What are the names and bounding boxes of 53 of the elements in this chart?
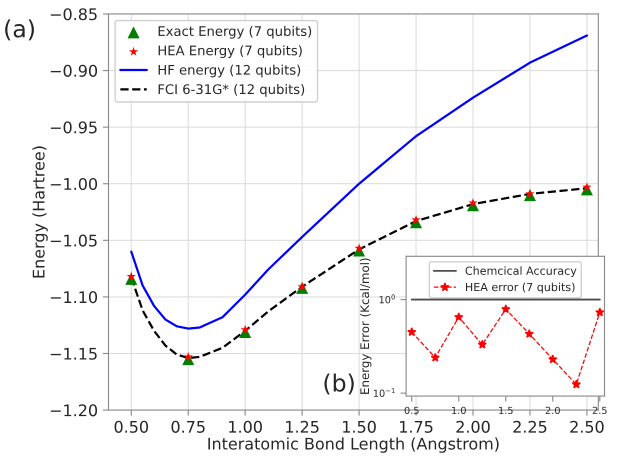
legend-label: Chemcical Accuracy: [466, 266, 576, 278]
point: [411, 215, 421, 224]
x-tick-label: 2.5: [592, 406, 607, 414]
x-tick-label: 2.0: [546, 406, 560, 414]
point: [595, 308, 604, 316]
point: [548, 354, 558, 364]
y-tick-label: −1.00: [50, 178, 98, 190]
legend-label: HF energy (12 qubits): [158, 64, 300, 78]
point: [525, 189, 535, 198]
y-tick-label: −1.05: [50, 234, 97, 247]
point: [582, 182, 592, 192]
text: (a): [5, 19, 34, 40]
x-tick-label: 1.50: [343, 420, 376, 433]
y-axis-title: Energy (Hartree): [32, 146, 48, 278]
x-tick-label: 1.25: [286, 420, 319, 433]
y-tick-label: −1.15: [50, 348, 97, 360]
legend-label: Exact Energy (7 qubits): [158, 26, 312, 39]
x-tick-label: 0.50: [114, 420, 148, 433]
point: [454, 312, 464, 322]
point: [468, 198, 478, 207]
y-tick-label: −1.10: [50, 291, 98, 304]
x-tick-label: 1.5: [499, 406, 513, 414]
x-tick-label: 0.5: [404, 406, 419, 414]
point: [297, 282, 307, 291]
y-axis-title: Energy Error (Kcal/mol): [360, 258, 372, 394]
legend-label: HEA error (7 qubits): [466, 282, 575, 294]
point: [430, 352, 440, 362]
point: [240, 324, 250, 334]
x-tick-label: 0.75: [172, 420, 205, 433]
x-tick-label: 2.50: [570, 420, 604, 433]
y-tick-label: −1.20: [50, 404, 98, 416]
y-tick-label: −0.90: [50, 64, 98, 77]
point: [501, 304, 510, 314]
x-tick-label: 1.75: [400, 420, 432, 433]
legend-label: HEA Energy (7 qubits): [158, 45, 302, 58]
point: [184, 352, 193, 361]
x-tick-label: 2.25: [513, 420, 546, 433]
x-tick-label: 1.0: [452, 406, 466, 414]
point: [478, 340, 487, 349]
point: [524, 329, 534, 338]
legend-label: FCI 6-31G* (12 qubits): [158, 84, 304, 97]
y-tick-label: −0.85: [50, 8, 97, 20]
point: [126, 272, 136, 281]
x-tick-label: 2.00: [456, 420, 490, 433]
point: [354, 243, 364, 252]
y-tick-label: 10$^{−1}$: [374, 388, 395, 397]
x-tick-label: 1.00: [229, 420, 262, 433]
annotation: (b): [324, 374, 354, 395]
y-tick-label: 10$^{0}$: [380, 294, 395, 304]
point: [572, 380, 581, 388]
y-tick-label: −0.95: [50, 121, 97, 134]
point: [407, 327, 416, 336]
x-axis-title: Interatomic Bond Length (Angstrom): [208, 437, 499, 453]
